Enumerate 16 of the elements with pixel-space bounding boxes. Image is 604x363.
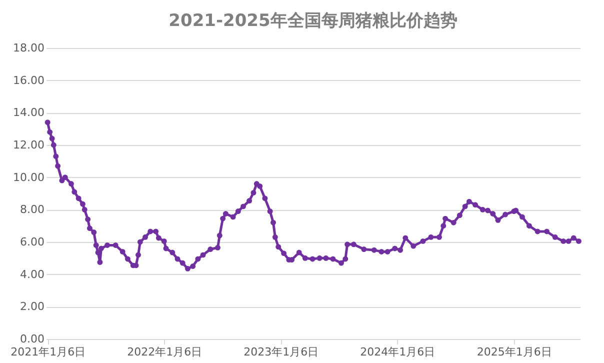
y-tick-label: 18.00 bbox=[13, 42, 44, 54]
x-tick-label: 2022年1月6日 bbox=[127, 346, 202, 358]
x-tick-label: 2021年1月6日 bbox=[10, 346, 86, 358]
x-tick-label: 2025年1月6日 bbox=[476, 346, 552, 358]
y-tick-label: 16.00 bbox=[13, 74, 44, 87]
y-tick-label: 0.00 bbox=[20, 332, 44, 346]
y-tick-label: 6.00 bbox=[20, 236, 44, 248]
x-tick-label: 2023年1月6日 bbox=[244, 346, 319, 358]
y-tick-label: 8.00 bbox=[20, 203, 44, 216]
y-tick-label: 10.00 bbox=[13, 170, 44, 184]
chart-title: 2021-2025年全国每周猪粮比价趋势 bbox=[168, 11, 458, 31]
y-tick-label: 2.00 bbox=[20, 300, 44, 314]
y-tick-label: 12.00 bbox=[13, 138, 44, 152]
y-tick-label: 4.00 bbox=[20, 268, 44, 281]
y-tick-label: 14.00 bbox=[13, 106, 44, 120]
x-tick-label: 2024年1月6日 bbox=[360, 346, 436, 358]
